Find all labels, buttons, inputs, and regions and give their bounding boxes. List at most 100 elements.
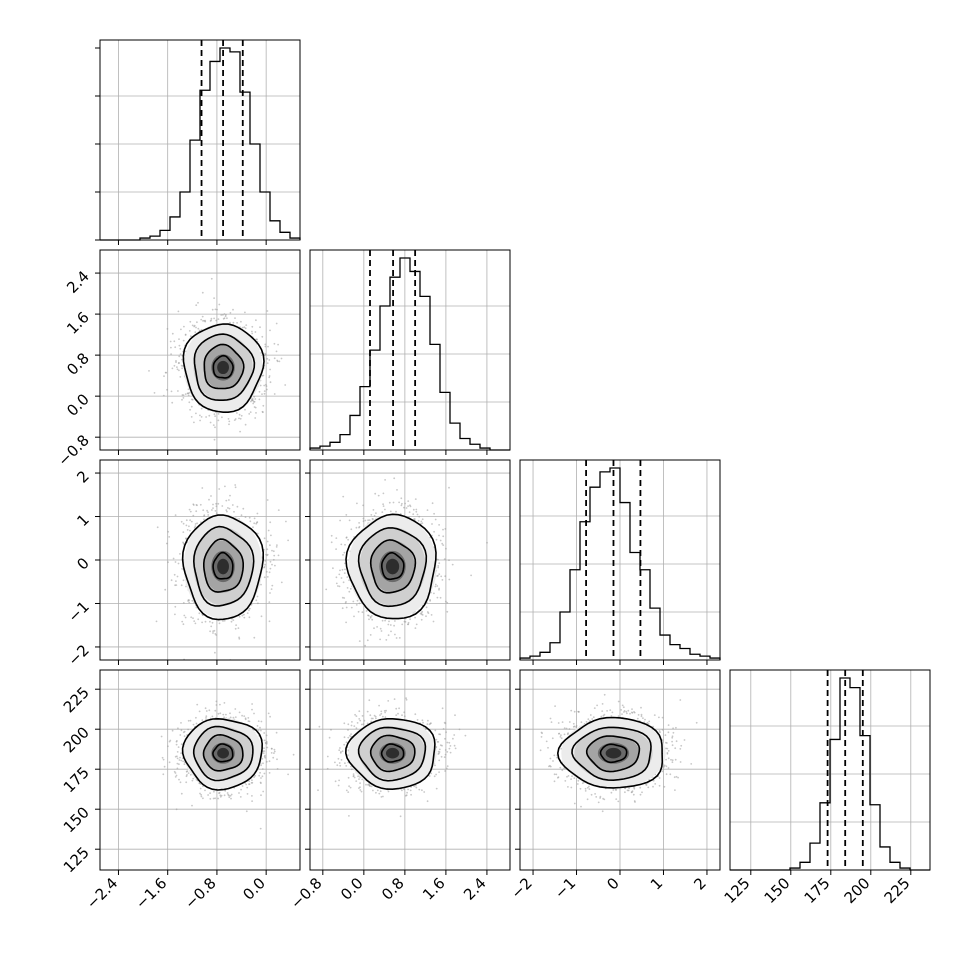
scatter-point bbox=[195, 326, 197, 329]
scatter-point bbox=[219, 703, 221, 706]
scatter-point bbox=[318, 725, 321, 728]
scatter-point bbox=[209, 792, 212, 794]
scatter-point bbox=[550, 721, 553, 723]
scatter-point bbox=[213, 438, 216, 441]
scatter-point bbox=[201, 487, 204, 489]
scatter-point bbox=[337, 585, 339, 587]
scatter-point bbox=[412, 508, 415, 511]
density-fill bbox=[217, 747, 229, 759]
scatter-point bbox=[673, 776, 676, 779]
scatter-point bbox=[552, 760, 554, 762]
scatter-point bbox=[219, 795, 222, 798]
scatter-point bbox=[675, 726, 677, 729]
scatter-point bbox=[263, 392, 266, 395]
scatter-point bbox=[287, 539, 289, 542]
scatter-point bbox=[171, 729, 174, 732]
scatter-point bbox=[631, 711, 633, 714]
scatter-point bbox=[254, 331, 257, 333]
scatter-point bbox=[269, 715, 271, 718]
scatter-point bbox=[229, 321, 231, 324]
scatter-point bbox=[182, 531, 185, 533]
scatter-point bbox=[223, 716, 226, 719]
scatter-point bbox=[198, 612, 201, 615]
scatter-point bbox=[454, 714, 456, 717]
density-fill bbox=[385, 558, 400, 575]
scatter-point bbox=[273, 752, 275, 754]
scatter-point bbox=[174, 613, 176, 616]
scatter-point bbox=[549, 757, 552, 760]
scatter-point bbox=[257, 602, 259, 605]
y-tick-label: 0.8 bbox=[63, 349, 93, 379]
scatter-point bbox=[674, 758, 677, 761]
scatter-point bbox=[188, 599, 191, 602]
scatter-point bbox=[185, 781, 188, 784]
scatter-point bbox=[292, 753, 295, 756]
contour-line bbox=[192, 525, 255, 607]
scatter-point bbox=[275, 350, 278, 353]
scatter-point bbox=[285, 520, 287, 523]
scatter-point bbox=[354, 713, 356, 716]
scatter-point bbox=[232, 716, 235, 719]
scatter-point bbox=[366, 722, 369, 725]
scatter-point bbox=[176, 575, 179, 578]
scatter-point bbox=[245, 324, 248, 326]
scatter-point bbox=[189, 335, 192, 338]
scatter-point bbox=[380, 710, 383, 713]
scatter-point bbox=[222, 713, 225, 716]
scatter-point bbox=[190, 405, 193, 408]
scatter-point bbox=[273, 748, 276, 751]
pair-content bbox=[325, 477, 488, 647]
scatter-point bbox=[341, 568, 344, 571]
scatter-point bbox=[444, 753, 447, 756]
scatter-point bbox=[330, 541, 333, 544]
scatter-point bbox=[213, 629, 216, 632]
scatter-point bbox=[336, 764, 339, 767]
scatter-point bbox=[338, 779, 340, 782]
scatter-point bbox=[350, 606, 353, 609]
scatter-point bbox=[433, 775, 436, 778]
scatter-point bbox=[275, 322, 278, 325]
scatter-point bbox=[591, 718, 594, 720]
scatter-point bbox=[243, 613, 245, 616]
scatter-point bbox=[405, 507, 408, 509]
scatter-point bbox=[180, 520, 183, 523]
scatter-point bbox=[201, 315, 204, 318]
scatter-point bbox=[671, 759, 674, 762]
scatter-point bbox=[568, 721, 571, 723]
scatter-point bbox=[415, 508, 418, 511]
scatter-point bbox=[200, 795, 203, 798]
scatter-point bbox=[368, 618, 370, 621]
scatter-point bbox=[194, 622, 197, 625]
scatter-point bbox=[661, 728, 664, 731]
scatter-point bbox=[413, 785, 416, 788]
scatter-point bbox=[413, 518, 415, 520]
scatter-point bbox=[225, 509, 228, 511]
scatter-point bbox=[545, 740, 548, 743]
scatter-point bbox=[367, 519, 369, 522]
scatter-point bbox=[677, 776, 679, 779]
scatter-point bbox=[438, 524, 440, 526]
scatter-point bbox=[194, 331, 197, 334]
scatter-point bbox=[365, 610, 368, 612]
scatter-point bbox=[453, 734, 456, 736]
scatter-point bbox=[239, 796, 242, 798]
scatter-point bbox=[349, 587, 352, 590]
scatter-point bbox=[380, 796, 383, 798]
scatter-point bbox=[615, 789, 618, 791]
scatter-point bbox=[666, 742, 668, 744]
scatter-point bbox=[239, 430, 242, 433]
scatter-point bbox=[356, 502, 358, 505]
scatter-point bbox=[238, 417, 240, 420]
scatter-point bbox=[372, 789, 374, 792]
scatter-point bbox=[230, 797, 232, 800]
scatter-point bbox=[373, 627, 375, 630]
scatter-point bbox=[458, 728, 461, 731]
scatter-point bbox=[675, 775, 678, 778]
scatter-point bbox=[261, 775, 264, 778]
scatter-point bbox=[170, 353, 173, 355]
scatter-point bbox=[183, 614, 186, 617]
scatter-point bbox=[408, 511, 411, 514]
scatter-point bbox=[584, 787, 587, 790]
scatter-point bbox=[260, 794, 262, 797]
